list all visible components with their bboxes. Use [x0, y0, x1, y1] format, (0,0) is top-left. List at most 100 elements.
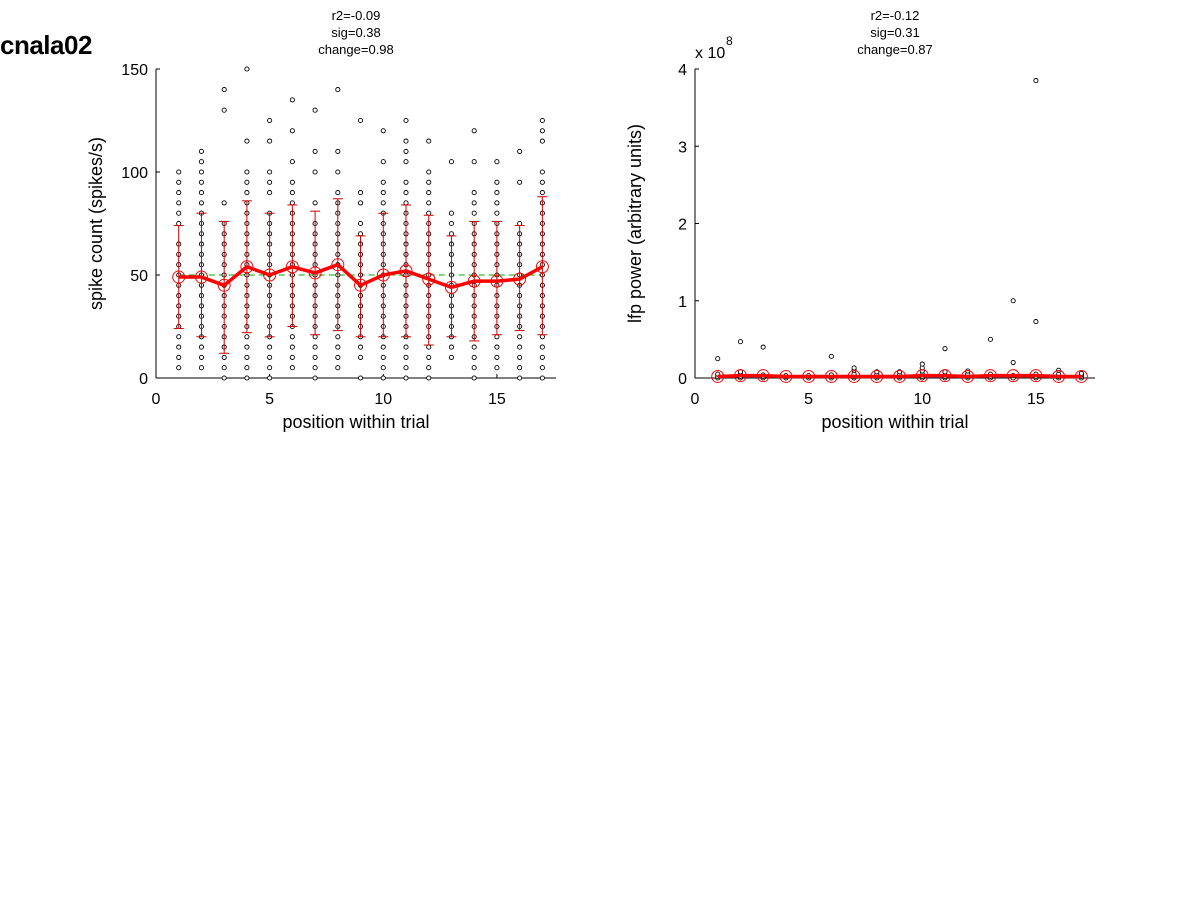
data-point: [244, 66, 250, 72]
data-point: [176, 365, 182, 371]
data-point: [289, 159, 295, 165]
data-point: [517, 179, 523, 185]
data-point: [448, 354, 455, 360]
data-point: [312, 200, 318, 206]
data-point: [448, 159, 455, 165]
x-axis-label: position within trial: [282, 412, 429, 432]
mean-marker: [1006, 369, 1020, 383]
data-point: [426, 210, 432, 216]
data-point: [244, 354, 250, 360]
stats-line-1: sig=0.31: [870, 25, 920, 40]
data-point: [244, 179, 250, 185]
mean-line: [178, 262, 544, 290]
data-point: [403, 354, 409, 360]
data-point: [494, 344, 500, 350]
data-point: [380, 344, 386, 350]
x-tick-label: 15: [488, 391, 506, 408]
data-point: [426, 200, 432, 206]
data-point: [539, 128, 545, 134]
data-point: [267, 365, 273, 371]
data-point: [403, 365, 409, 371]
data-point: [539, 190, 545, 196]
data-point: [335, 169, 341, 175]
data-point: [471, 365, 477, 371]
data-point: [471, 200, 477, 206]
data-point: [919, 361, 925, 367]
data-point: [244, 190, 250, 196]
data-point: [221, 365, 227, 371]
data-point: [198, 148, 205, 154]
data-point: [198, 365, 205, 371]
data-point: [221, 87, 227, 93]
data-point: [517, 365, 523, 371]
x-tick-label: 0: [691, 391, 700, 408]
data-point: [494, 354, 500, 360]
data-point: [289, 354, 295, 360]
figure-title: cnala02: [0, 30, 92, 60]
data-point: [403, 344, 409, 350]
data-point: [221, 375, 227, 381]
data-point: [426, 354, 432, 360]
data-point: [244, 344, 250, 350]
data-point: [267, 354, 273, 360]
data-point: [426, 190, 432, 196]
data-point: [221, 107, 227, 113]
data-point: [426, 169, 432, 175]
data-point: [1010, 359, 1016, 366]
data-point: [312, 334, 318, 340]
mean-marker: [1052, 369, 1066, 383]
data-point: [942, 346, 948, 352]
data-point: [244, 334, 250, 340]
data-point: [539, 169, 545, 175]
stats-line-1: sig=0.38: [331, 25, 381, 40]
data-point: [851, 365, 857, 371]
data-point: [494, 190, 500, 196]
mean-marker: [376, 268, 390, 282]
data-point: [312, 169, 318, 175]
data-point: [335, 354, 341, 360]
data-point: [471, 354, 477, 360]
data-point: [1010, 298, 1016, 304]
data-point: [244, 365, 250, 371]
data-point: [715, 356, 721, 362]
data-point: [198, 179, 205, 185]
mean-marker: [1029, 369, 1043, 383]
data-point: [380, 179, 386, 185]
mean-marker: [263, 268, 277, 282]
data-point: [176, 354, 182, 360]
data-point: [267, 344, 273, 350]
data-point: [494, 334, 500, 340]
data-point: [517, 334, 523, 340]
data-point: [335, 344, 341, 350]
data-point: [517, 344, 523, 350]
data-point: [471, 159, 477, 165]
mean-marker: [467, 274, 481, 288]
data-point: [357, 231, 364, 237]
data-point: [267, 169, 273, 175]
data-point: [267, 117, 273, 124]
data-point: [357, 344, 364, 350]
data-point: [539, 179, 545, 185]
mean-marker: [824, 369, 838, 383]
data-point: [403, 148, 409, 154]
x-axis-label: position within trial: [821, 412, 968, 432]
data-point: [426, 179, 432, 185]
data-point: [176, 220, 182, 227]
data-point: [539, 138, 545, 144]
stats-line-2: change=0.87: [857, 42, 933, 57]
y-axis-label: lfp power (arbitrary units): [625, 124, 645, 323]
data-point: [517, 220, 523, 227]
mean-marker: [285, 260, 299, 274]
mean-marker: [513, 272, 527, 286]
mean-marker: [983, 369, 997, 383]
data-point: [380, 190, 386, 196]
mean-marker: [802, 369, 816, 383]
data-point: [335, 334, 341, 340]
y-tick-label: 2: [678, 217, 687, 234]
data-point: [471, 210, 477, 216]
mean-marker: [444, 280, 458, 294]
data-point: [198, 190, 205, 196]
mean-marker: [733, 369, 747, 383]
